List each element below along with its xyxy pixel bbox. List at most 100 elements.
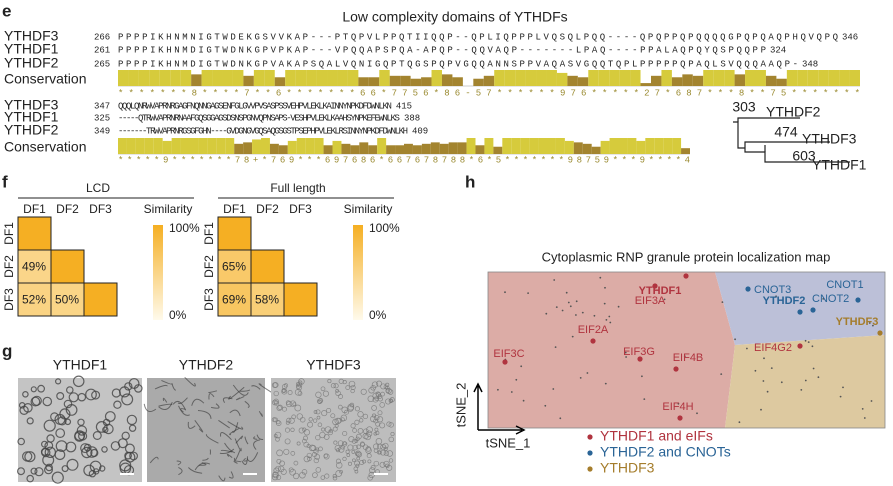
- legend-tick-label: 100%: [169, 221, 200, 235]
- conservation-bar: [828, 70, 840, 86]
- sequence-name: YTHDF2: [4, 122, 59, 138]
- conservation-bar: [475, 145, 485, 154]
- conservation-bar: [448, 142, 458, 154]
- dot: [571, 335, 574, 338]
- sequence-name: YTHDF1: [4, 109, 59, 125]
- dot: [515, 378, 518, 381]
- particle: [272, 471, 279, 479]
- particle: [285, 420, 290, 425]
- dot: [553, 279, 556, 281]
- conservation-bar: [128, 70, 139, 86]
- fiber: [198, 462, 207, 466]
- conservation-bar: [216, 138, 226, 154]
- cell-label: 49%: [22, 260, 46, 274]
- sequence: PPPPIKHNMDIGTWDNKGPVAKAPSQALVQNIGQPTQGSP…: [118, 59, 798, 69]
- panel-letter: e: [2, 1, 11, 20]
- particle: [379, 422, 386, 429]
- fiber: [208, 393, 215, 400]
- protein-point: [855, 297, 861, 303]
- particle: [289, 400, 297, 407]
- sequence-start: 349: [94, 126, 110, 136]
- particle: [273, 398, 279, 405]
- sequence-name: YTHDF3: [4, 28, 59, 44]
- particle: [26, 417, 34, 425]
- particle: [315, 409, 321, 415]
- conservation-bar: [520, 138, 530, 154]
- fiber: [210, 403, 220, 409]
- conservation-bar: [198, 138, 208, 154]
- particle: [330, 413, 336, 419]
- conservation-bar: [159, 70, 171, 86]
- dot: [575, 300, 578, 303]
- micrograph: [17, 375, 143, 484]
- dot: [575, 314, 577, 316]
- fiber: [227, 420, 244, 430]
- conservation-bar: [588, 70, 599, 86]
- dot: [839, 395, 842, 398]
- row-label: DF3: [202, 288, 216, 311]
- sequence-start: 325: [94, 113, 110, 123]
- fiber: [251, 385, 261, 390]
- particle: [294, 388, 302, 396]
- particle: [373, 443, 379, 450]
- particle: [37, 384, 45, 393]
- particle: [68, 392, 79, 403]
- branch-length: 474: [774, 124, 798, 140]
- particle: [312, 418, 318, 423]
- region-tan: [725, 335, 885, 428]
- particle: [303, 455, 311, 463]
- particle: [334, 417, 342, 425]
- particle: [275, 465, 281, 472]
- conservation-bar: [493, 146, 503, 154]
- leaf-name: YTHDF2: [766, 104, 821, 120]
- particle: [373, 448, 379, 453]
- conservation-bar: [663, 138, 673, 154]
- dot: [561, 309, 564, 312]
- conservation-bar: [494, 70, 505, 86]
- particle: [22, 390, 29, 398]
- conservation-bar: [144, 138, 154, 154]
- particle: [317, 422, 323, 428]
- particle: [367, 475, 373, 481]
- particle: [347, 444, 354, 451]
- dot: [555, 306, 558, 308]
- heatmap-cell: [83, 282, 118, 317]
- particle: [282, 406, 287, 412]
- protein-point: [877, 330, 883, 336]
- conservation-bar: [350, 145, 360, 154]
- conservation-bar: [564, 140, 574, 154]
- map-frame: [487, 271, 886, 429]
- protein-label: EIF2A: [578, 324, 609, 336]
- particle: [337, 440, 344, 446]
- conservation-bar: [598, 70, 610, 86]
- particle: [345, 449, 350, 454]
- conservation-bar: [724, 70, 735, 86]
- particle: [348, 380, 356, 388]
- conservation-bar: [452, 77, 463, 86]
- conservation-bar: [654, 138, 664, 154]
- conservation-bar: [504, 70, 516, 86]
- particle: [342, 456, 347, 462]
- dot: [734, 338, 736, 341]
- particle: [372, 392, 380, 400]
- particle: [378, 450, 382, 455]
- protein-label: EIF3G: [623, 346, 655, 358]
- conservation-string: *******8****7**6*******66*7756*86-57****…: [118, 88, 860, 98]
- dot: [754, 369, 757, 372]
- particle: [359, 418, 364, 423]
- conservation-bar: [515, 70, 526, 86]
- dot: [599, 276, 602, 279]
- dot: [817, 376, 820, 379]
- column-label: DF3: [289, 202, 312, 216]
- legend-bar: [153, 225, 163, 320]
- particle: [121, 393, 134, 406]
- heatmap-cell: [250, 249, 285, 284]
- legend-label: YTHDF2 and CNOTs: [600, 444, 731, 460]
- fiber: [244, 436, 249, 445]
- conservation-bar: [713, 70, 725, 86]
- conservation-bar: [389, 75, 401, 86]
- particle: [308, 417, 313, 422]
- particle: [55, 428, 66, 439]
- heatmap-cell: [217, 216, 252, 251]
- dot: [721, 301, 724, 303]
